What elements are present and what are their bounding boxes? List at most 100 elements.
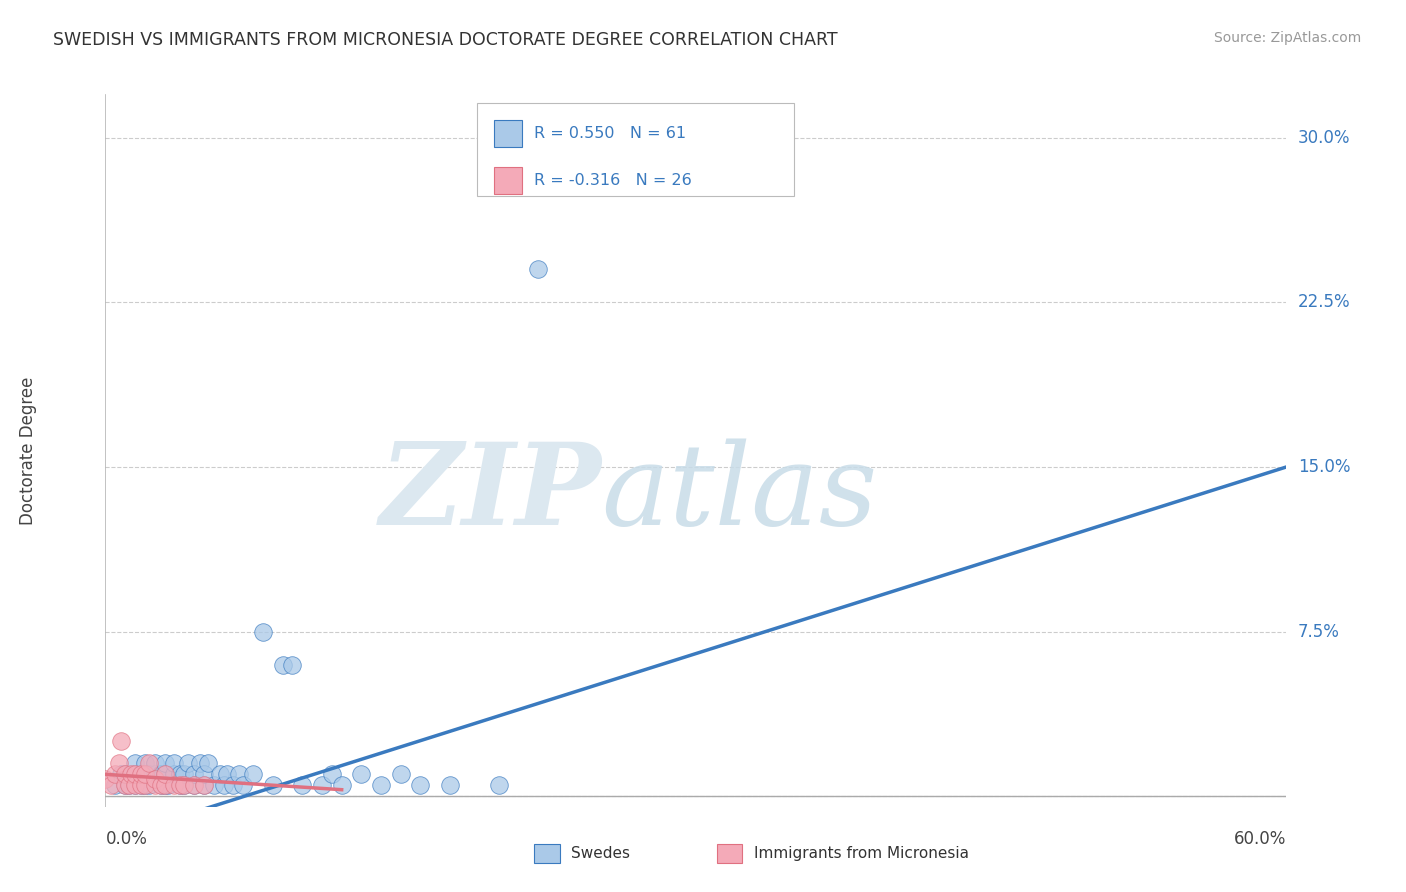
Point — [143, 772, 166, 786]
Point — [350, 767, 373, 781]
Point — [202, 778, 225, 792]
Point — [114, 767, 136, 781]
Point — [134, 756, 156, 771]
Point — [567, 174, 589, 188]
Point — [271, 657, 294, 672]
Text: ZIP: ZIP — [380, 438, 602, 549]
Point — [173, 767, 195, 781]
Point — [262, 778, 284, 792]
Point — [124, 756, 146, 771]
Point — [100, 778, 122, 792]
Point — [114, 767, 136, 781]
Point — [143, 778, 166, 792]
Point — [114, 778, 136, 792]
Text: Swedes: Swedes — [571, 847, 630, 861]
Point — [157, 778, 180, 792]
Point — [252, 624, 274, 639]
Point — [138, 756, 160, 771]
Point — [163, 767, 186, 781]
Point — [129, 778, 152, 792]
Point — [208, 767, 231, 781]
Point — [527, 262, 550, 277]
Text: R = 0.550   N = 61: R = 0.550 N = 61 — [534, 127, 686, 141]
Point — [389, 767, 412, 781]
Point — [488, 778, 510, 792]
Text: 60.0%: 60.0% — [1234, 830, 1286, 847]
Point — [439, 778, 461, 792]
Point — [193, 767, 215, 781]
Point — [409, 778, 432, 792]
Point — [173, 778, 195, 792]
Point — [104, 778, 127, 792]
Point — [281, 657, 304, 672]
Point — [228, 767, 250, 781]
Point — [169, 767, 191, 781]
Point — [138, 767, 160, 781]
Text: Immigrants from Micronesia: Immigrants from Micronesia — [754, 847, 969, 861]
Point — [143, 767, 166, 781]
Point — [110, 767, 132, 781]
Point — [134, 767, 156, 781]
Point — [370, 778, 392, 792]
Point — [143, 756, 166, 771]
Point — [188, 756, 211, 771]
Point — [124, 778, 146, 792]
Text: atlas: atlas — [602, 438, 877, 549]
Point — [606, 142, 628, 156]
Point — [129, 767, 152, 781]
Point — [311, 778, 333, 792]
Point — [242, 767, 264, 781]
Text: Doctorate Degree: Doctorate Degree — [20, 376, 37, 524]
Point — [212, 778, 235, 792]
Point — [153, 756, 176, 771]
Point — [163, 778, 186, 792]
Point — [163, 756, 186, 771]
Point — [153, 767, 176, 781]
Point — [129, 767, 152, 781]
Text: SWEDISH VS IMMIGRANTS FROM MICRONESIA DOCTORATE DEGREE CORRELATION CHART: SWEDISH VS IMMIGRANTS FROM MICRONESIA DO… — [53, 31, 838, 49]
Text: 7.5%: 7.5% — [1298, 623, 1340, 640]
Point — [110, 734, 132, 748]
Point — [129, 778, 152, 792]
Point — [134, 778, 156, 792]
Point — [149, 778, 172, 792]
Point — [193, 778, 215, 792]
Point — [197, 756, 219, 771]
Point — [153, 767, 176, 781]
Point — [118, 778, 141, 792]
Point — [193, 778, 215, 792]
Point — [232, 778, 254, 792]
Point — [124, 767, 146, 781]
Point — [134, 778, 156, 792]
Point — [183, 767, 205, 781]
Point — [177, 756, 200, 771]
Point — [291, 778, 314, 792]
Point — [173, 778, 195, 792]
Point — [120, 767, 142, 781]
Text: 0.0%: 0.0% — [105, 830, 148, 847]
Point — [94, 772, 117, 786]
Point — [124, 778, 146, 792]
Point — [169, 778, 191, 792]
Point — [169, 778, 191, 792]
Point — [183, 778, 205, 792]
Point — [149, 767, 172, 781]
Point — [183, 778, 205, 792]
Point — [134, 767, 156, 781]
Point — [138, 778, 160, 792]
Point — [104, 767, 127, 781]
Point — [149, 778, 172, 792]
Text: 30.0%: 30.0% — [1298, 128, 1350, 146]
Point — [114, 778, 136, 792]
Point — [222, 778, 245, 792]
Point — [330, 778, 353, 792]
Point — [153, 778, 176, 792]
Point — [118, 778, 141, 792]
Text: Source: ZipAtlas.com: Source: ZipAtlas.com — [1213, 31, 1361, 45]
Text: R = -0.316   N = 26: R = -0.316 N = 26 — [534, 173, 692, 188]
Point — [153, 778, 176, 792]
Point — [217, 767, 239, 781]
Text: 15.0%: 15.0% — [1298, 458, 1350, 476]
Text: 22.5%: 22.5% — [1298, 293, 1350, 311]
Point — [321, 767, 343, 781]
